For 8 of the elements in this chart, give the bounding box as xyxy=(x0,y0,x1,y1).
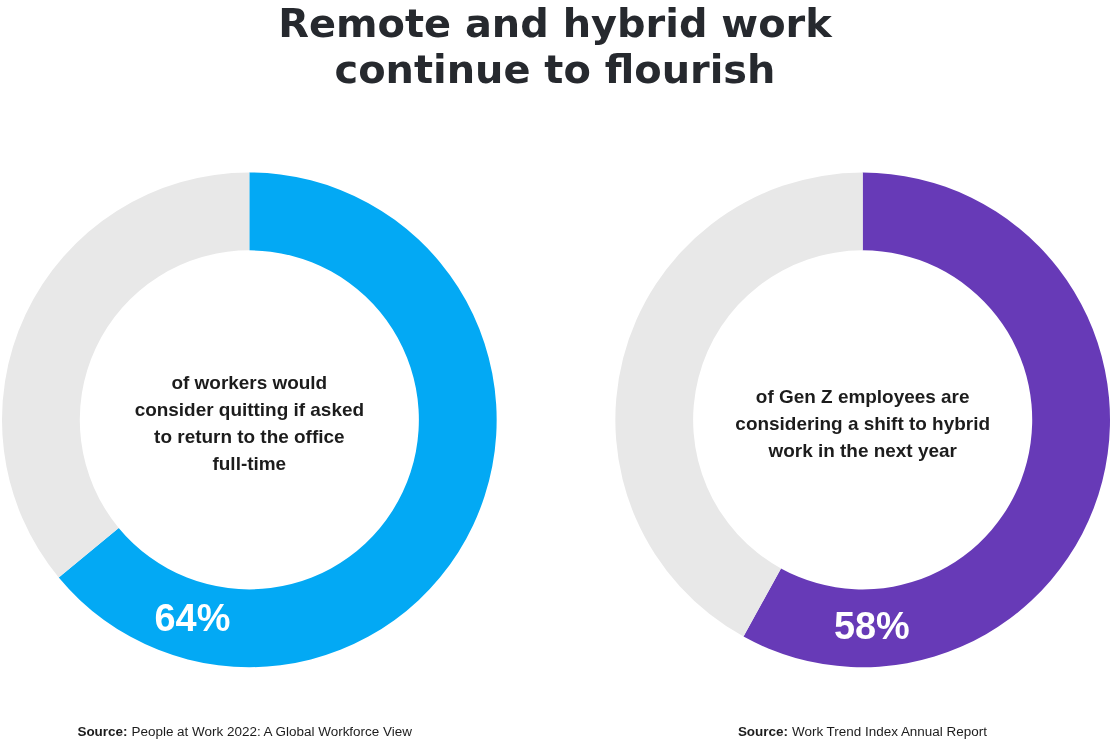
text: of Gen Z employees are considering a shift to hybrid work in the next year xyxy=(735,385,990,461)
text: of workers would consider quitting if asked to return to the office full-time xyxy=(134,372,365,475)
data-label: 58% xyxy=(833,605,910,648)
source-note: Source: People at Work 2022: A Global Workforce View xyxy=(77,724,413,740)
data-label: 64% xyxy=(154,597,231,640)
source-note: Source: Work Trend Index Annual Report xyxy=(737,724,988,740)
donut-slice xyxy=(58,172,497,668)
chart-title: Remote and hybrid work continue to flourish xyxy=(278,0,834,92)
